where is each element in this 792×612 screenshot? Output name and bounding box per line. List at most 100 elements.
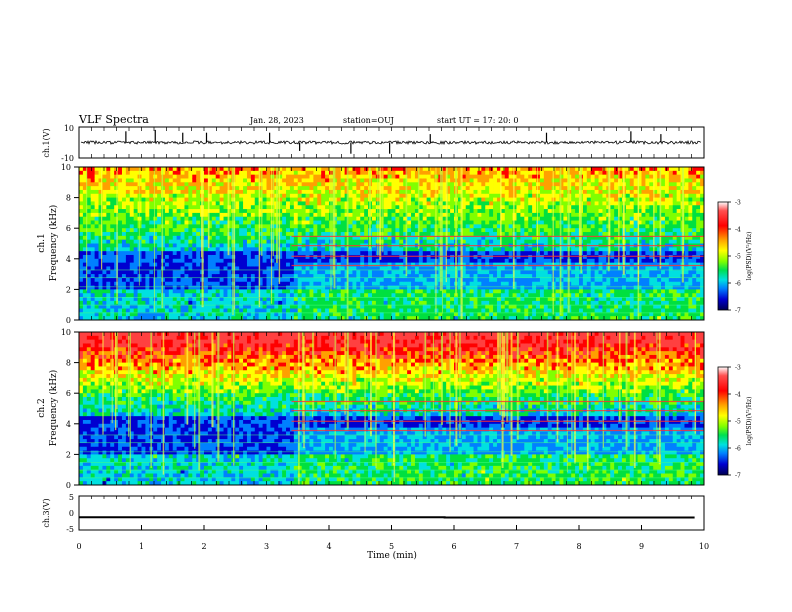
spectrogram-cell	[289, 281, 295, 286]
spectrogram-cell	[137, 182, 142, 187]
spectrogram-cell	[430, 289, 435, 294]
spectrogram-cell	[399, 212, 404, 218]
spectrogram-cell	[528, 308, 533, 313]
spectrogram-cell	[94, 182, 99, 187]
spectrogram-cell	[559, 270, 564, 275]
spectrogram-cell	[161, 266, 166, 271]
spectrogram-cell	[153, 239, 158, 244]
spectrogram-cell	[293, 316, 299, 321]
spectrogram-cell	[422, 212, 428, 218]
spectrogram-cell	[426, 209, 431, 214]
spectrogram-cell	[512, 289, 517, 294]
spectrogram-cell	[403, 197, 408, 202]
spectrogram-cell	[469, 289, 474, 294]
spectrogram-cell	[387, 281, 392, 286]
spectrogram-cell	[500, 170, 506, 176]
spectrogram-cell	[559, 209, 564, 214]
spectrogram-cell	[383, 228, 388, 233]
spectrogram-cell	[317, 209, 322, 214]
spectrogram-cell	[457, 212, 463, 218]
spectrogram-cell	[543, 293, 549, 298]
spectrogram-cell	[430, 304, 435, 309]
spectrogram-cell	[141, 312, 146, 317]
spectrogram-cell	[149, 266, 154, 271]
spectrogram-cell	[368, 285, 373, 290]
spectrogram-cell	[106, 174, 111, 179]
spectrogram-cell	[110, 316, 115, 321]
spectrogram-cell	[246, 254, 252, 260]
spectrogram-cell	[102, 189, 107, 195]
spectrogram-cell	[94, 224, 99, 229]
spectrogram-cell	[551, 235, 556, 241]
spectrogram-cell	[235, 189, 240, 195]
spectrogram-cell	[391, 182, 396, 187]
spectrogram-cell	[227, 182, 232, 187]
spectrogram-cell	[309, 297, 314, 302]
spectrogram-cell	[348, 289, 353, 294]
spectrogram-cell	[551, 205, 556, 210]
spectrogram-cell	[250, 300, 256, 306]
spectrogram-cell	[297, 235, 303, 241]
spectrogram-cell	[504, 224, 510, 229]
spectrogram-cell	[266, 251, 271, 256]
spectrogram-cell	[446, 312, 451, 317]
spectrogram-cell	[426, 254, 431, 260]
spectrogram-cell	[235, 167, 240, 172]
spectrogram-cell	[98, 239, 103, 244]
spectrogram-cell	[395, 304, 400, 309]
spectrogram-cell	[563, 209, 568, 214]
spectrogram-cell	[520, 193, 525, 199]
spectrogram-cell	[286, 216, 291, 221]
spectrogram-cell	[98, 285, 103, 290]
spectrogram-cell	[239, 254, 244, 260]
spectrogram-cell	[422, 258, 428, 264]
spectrogram-cell	[454, 300, 459, 306]
spectrogram-cell	[360, 308, 365, 313]
spectrogram-cell	[254, 178, 260, 183]
spectrogram-cell	[301, 293, 306, 298]
spectrogram-cell	[125, 193, 131, 199]
spectrogram-cell	[250, 281, 256, 286]
spectrogram-cell	[313, 316, 318, 321]
spectrogram-cell	[235, 300, 240, 306]
spectrogram-cell	[266, 167, 271, 172]
spectrogram-cell	[442, 232, 447, 237]
spectrogram-cell	[227, 167, 232, 172]
spectrogram-cell	[496, 178, 502, 183]
spectrogram-cell	[414, 277, 420, 283]
spectrogram-cell	[489, 239, 494, 244]
spectrogram-cell	[172, 247, 178, 252]
spectrogram-cell	[305, 308, 310, 313]
spectrogram-cell	[528, 232, 533, 237]
spectrogram-cell	[176, 254, 181, 260]
spectrogram-cell	[465, 254, 471, 260]
spectrogram-cell	[250, 289, 256, 294]
spectrogram-cell	[414, 189, 420, 195]
spectrogram-cell	[477, 174, 482, 179]
spectrogram-cell	[411, 304, 416, 309]
spectrogram-cell	[293, 239, 299, 244]
spectrogram-cell	[180, 258, 185, 264]
spectrogram-cell	[317, 174, 322, 179]
spectrogram-cell	[442, 174, 447, 179]
spectrogram-cell	[426, 216, 431, 221]
spectrogram-cell	[477, 193, 482, 199]
spectrogram-cell	[379, 316, 385, 321]
spectrogram-cell	[446, 281, 451, 286]
spectrogram-cell	[496, 235, 502, 241]
spectrogram-cell	[555, 235, 560, 241]
spectrogram-cell	[305, 193, 310, 199]
spectrogram-cell	[500, 239, 506, 244]
spectrogram-cell	[207, 209, 213, 214]
spectrogram-cell	[98, 297, 103, 302]
spectrogram-cell	[153, 167, 158, 172]
spectrogram-cell	[407, 304, 412, 309]
spectrogram-cell	[379, 289, 385, 294]
spectrogram-cell	[559, 178, 564, 183]
spectrogram-cell	[149, 182, 154, 187]
spectrogram-cell	[422, 274, 428, 279]
spectrogram-cell	[547, 270, 553, 275]
spectrogram-cell	[161, 243, 166, 248]
spectrogram-cell	[520, 262, 525, 267]
spectrogram-cell	[270, 189, 275, 195]
